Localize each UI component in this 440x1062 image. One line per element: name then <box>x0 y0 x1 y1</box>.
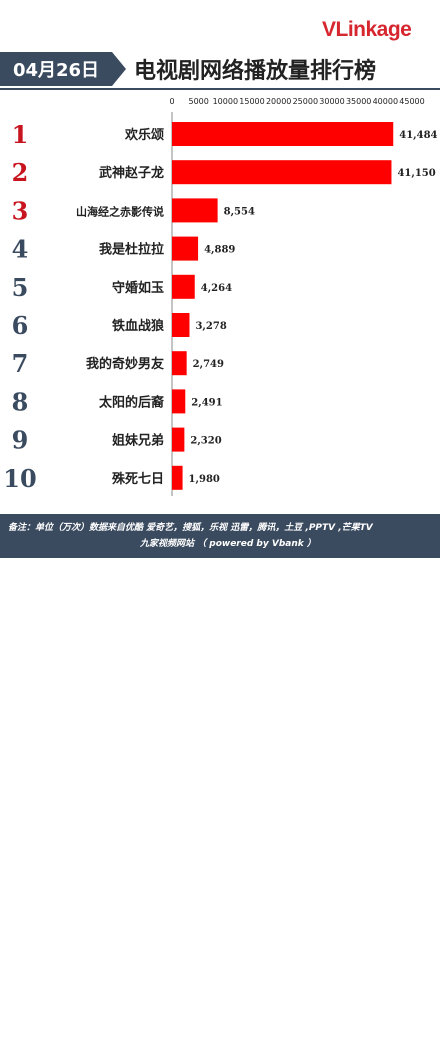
bar <box>172 236 199 261</box>
rank-number: 3 <box>12 196 29 225</box>
bar <box>172 313 190 337</box>
rank-number: 10 <box>3 464 36 493</box>
category-label: 铁血战狼 <box>111 318 165 334</box>
footer-line-2: 九家视频网站 （ powered by Vbank ） <box>140 539 316 549</box>
ranking-bar-chart: 0 5000 10000 15000 20000 25000 30000 35000 40000… <box>3 97 438 496</box>
rank-number: 8 <box>12 387 29 416</box>
rank-number: 9 <box>12 426 29 455</box>
category-label: 姐妹兄弟 <box>112 433 164 449</box>
category-label: 武神赵子龙 <box>99 165 164 181</box>
rank-number: 1 <box>12 120 29 149</box>
rank-number: 5 <box>12 273 29 302</box>
chart-row: 2 武神赵子龙 41,150 <box>12 158 436 187</box>
title-divider <box>0 88 440 90</box>
x-tick-label: 35000 <box>346 97 371 106</box>
x-tick-label: 5000 <box>188 97 208 106</box>
rank-number: 7 <box>12 349 29 378</box>
value-label: 2,320 <box>190 436 221 447</box>
chart-row: 9 姐妹兄弟 2,320 <box>12 426 222 455</box>
chart-row: 1 欢乐颂 41,484 <box>12 120 438 149</box>
bar <box>172 389 186 414</box>
footer-note: 备注：单位（万次）数据来自优酷 爱奇艺，搜狐，乐视 迅雷，腾讯，土豆 ,PPTV… <box>0 514 440 1062</box>
rank-number: 2 <box>12 158 29 187</box>
page-title: 电视剧网络播放量排行榜 <box>134 59 377 84</box>
bar <box>172 274 195 299</box>
chart-rows: 1 欢乐颂 41,484 2 武神赵子龙 41,150 3 山海经之赤影传说 8,554 4 我是杜… <box>3 120 437 493</box>
x-axis-ticks: 0 5000 10000 15000 20000 25000 30000 35000 40000… <box>169 97 424 106</box>
category-label: 我是杜拉拉 <box>99 242 164 258</box>
value-label: 41,484 <box>399 130 437 141</box>
footer-line-1: 备注：单位（万次）数据来自优酷 爱奇艺，搜狐，乐视 迅雷，腾讯，土豆 ,PPTV… <box>8 523 373 533</box>
bar <box>172 198 218 223</box>
x-tick-label: 20000 <box>266 97 291 106</box>
category-label: 我的奇妙男友 <box>86 356 164 372</box>
value-label: 2,491 <box>191 397 222 408</box>
rank-number: 4 <box>12 235 29 264</box>
chart-row: 5 守婚如玉 4,264 <box>12 273 232 302</box>
bar <box>172 465 183 490</box>
category-label: 殊死七日 <box>112 472 164 487</box>
category-label: 山海经之赤影传说 <box>76 204 164 218</box>
x-tick-label: 0 <box>169 97 174 106</box>
value-label: 4,264 <box>201 283 232 294</box>
x-tick-label: 10000 <box>213 97 238 106</box>
value-label: 4,889 <box>204 245 235 256</box>
chart-row: 6 铁血战狼 3,278 <box>12 311 227 340</box>
x-tick-label: 45000 <box>399 97 424 106</box>
rank-number: 6 <box>12 311 29 340</box>
chart-row: 7 我的奇妙男友 2,749 <box>12 349 224 378</box>
chart-row: 8 太阳的后裔 2,491 <box>12 387 223 416</box>
value-label: 8,554 <box>224 206 255 217</box>
value-label: 1,980 <box>189 474 220 485</box>
watermark: @Vlinkage <box>375 1048 434 1062</box>
bar <box>172 427 185 452</box>
bar <box>172 351 187 376</box>
chart-row: 4 我是杜拉拉 4,889 <box>12 235 236 264</box>
x-tick-label: 40000 <box>373 97 398 106</box>
bar <box>172 160 392 185</box>
chart-row: 3 山海经之赤影传说 8,554 <box>12 196 255 225</box>
category-label: 守婚如玉 <box>112 280 164 296</box>
x-tick-label: 15000 <box>239 97 264 106</box>
chart-row: 10 殊死七日 1,980 <box>3 464 220 493</box>
value-label: 3,278 <box>195 321 226 332</box>
x-tick-label: 30000 <box>319 97 344 106</box>
value-label: 41,150 <box>397 168 435 179</box>
bar <box>172 122 394 146</box>
category-label: 太阳的后裔 <box>98 394 164 410</box>
x-tick-label: 25000 <box>293 97 318 106</box>
value-label: 2,749 <box>193 359 224 370</box>
vlinkage-logo: VLinkage <box>322 18 412 41</box>
category-label: 欢乐颂 <box>124 127 164 143</box>
date-badge: 04月26日 <box>0 52 126 86</box>
